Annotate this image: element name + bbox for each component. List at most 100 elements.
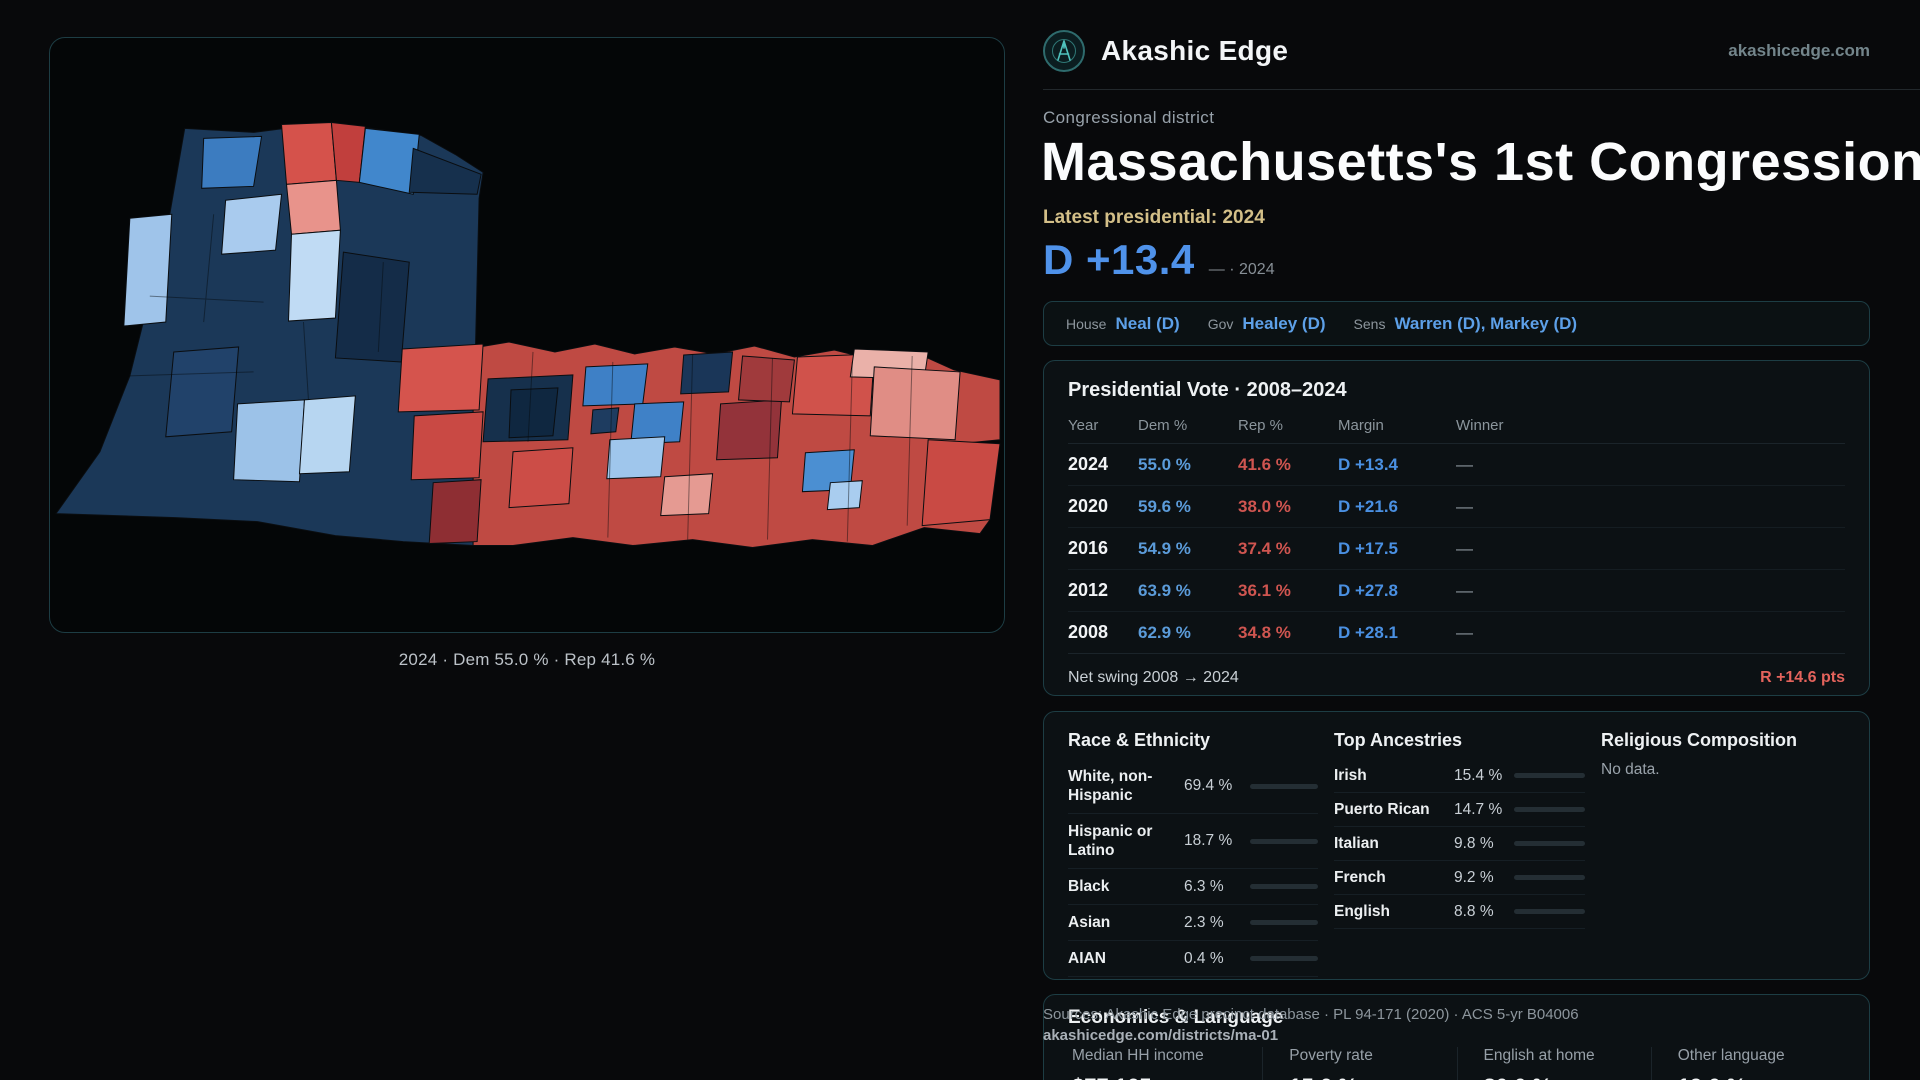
vote-row: 2008 62.9 % 34.8 % D +28.1 — — [1068, 612, 1845, 654]
section-title: Religious Composition — [1601, 730, 1797, 750]
official-gov: Gov Healey (D) — [1208, 314, 1326, 334]
vote-rep: 34.8 % — [1238, 622, 1291, 642]
demographics-panel: Race & Ethnicity White, non-Hispanic 69.… — [1043, 711, 1870, 980]
precinct-map[interactable] — [54, 122, 1002, 548]
race-row: Black 6.3 % — [1068, 869, 1318, 905]
map-caption: 2024 · Dem 55.0 % · Rep 41.6 % — [398, 650, 656, 669]
ancestry-row: Italian 9.8 % — [1334, 827, 1585, 861]
vote-year: 2016 — [1068, 538, 1109, 558]
latest-presidential-label: Latest presidential: 2024 — [1043, 207, 1265, 228]
ancestry-value: 15.4 % — [1454, 766, 1503, 784]
vote-dem: 63.9 % — [1138, 580, 1191, 600]
vote-margin: D +21.6 — [1338, 496, 1399, 516]
stat-value: 15.6 % — [1289, 1074, 1456, 1080]
ancestry-label: French — [1334, 869, 1386, 886]
brand-name: Akashic Edge — [1101, 35, 1289, 66]
district-map-card — [49, 37, 1005, 633]
stat-value: $77,165 — [1072, 1074, 1262, 1080]
vote-table-header: Year Dem % Rep % Margin Winner — [1068, 402, 1845, 444]
official-name-link[interactable]: Healey (D) — [1242, 313, 1326, 333]
vote-year: 2024 — [1068, 454, 1109, 474]
stat-poverty-rate: Poverty rate 15.6 % — [1262, 1047, 1456, 1080]
stat-label: Poverty rate — [1289, 1047, 1373, 1064]
official-house: House Neal (D) — [1066, 314, 1180, 334]
race-ethnicity-column: Race & Ethnicity White, non-Hispanic 69.… — [1068, 730, 1318, 977]
economics-panel: Economics & Language Median HH income $7… — [1043, 994, 1870, 1080]
headline-margin-note: — · 2024 — [1208, 261, 1275, 278]
stat-label: Median HH income — [1072, 1047, 1204, 1064]
presidential-vote-panel: Presidential Vote · 2008–2024 Year Dem %… — [1043, 360, 1870, 696]
ancestry-label: Puerto Rican — [1334, 801, 1430, 818]
vote-dem: 59.6 % — [1138, 496, 1191, 516]
vote-margin: D +17.5 — [1338, 538, 1399, 558]
vote-rep: 36.1 % — [1238, 580, 1291, 600]
race-value: 0.4 % — [1184, 949, 1224, 967]
ancestry-label: Irish — [1334, 767, 1367, 784]
race-row: Hispanic or Latino 18.7 % — [1068, 814, 1318, 869]
col-rep: Rep % — [1238, 417, 1284, 434]
official-role-label: Gov — [1207, 315, 1234, 332]
officials-bar: House Neal (D) Gov Healey (D) Sens Warre… — [1043, 301, 1870, 346]
section-title: Race & Ethnicity — [1068, 730, 1211, 750]
vote-margin: D +27.8 — [1338, 580, 1399, 600]
akashic-logo-icon — [1043, 30, 1085, 72]
economics-stats: Median HH income $77,165 Poverty rate 15… — [1068, 1047, 1845, 1080]
race-label: AIAN — [1068, 950, 1106, 967]
ancestry-label: Italian — [1334, 835, 1379, 852]
district-kicker: Congressional district — [1043, 108, 1215, 127]
race-label: Hispanic or Latino — [1068, 823, 1153, 859]
vote-row: 2024 55.0 % 41.6 % D +13.4 — — [1068, 444, 1845, 486]
race-row: AIAN 0.4 % — [1068, 941, 1318, 977]
vote-year: 2020 — [1068, 496, 1109, 516]
vote-margin: D +28.1 — [1338, 622, 1399, 642]
ancestry-bar — [1514, 841, 1585, 846]
vote-winner: — — [1456, 454, 1473, 474]
vote-year: 2008 — [1068, 622, 1109, 642]
ancestry-row: Puerto Rican 14.7 % — [1334, 793, 1585, 827]
ancestry-row: Irish 15.4 % — [1334, 759, 1585, 793]
race-bar — [1250, 838, 1318, 844]
headline-margin-block: D +13.4 — · 2024 — [1043, 236, 1275, 284]
vote-rep: 41.6 % — [1238, 454, 1291, 474]
net-swing-row: Net swing 2008 → 2024 R +14.6 pts — [1068, 654, 1845, 702]
brand-domain-link[interactable]: akashicedge.com — [1728, 41, 1870, 60]
ancestry-value: 14.7 % — [1454, 800, 1503, 818]
ancestry-bar — [1514, 773, 1585, 778]
section-title: Top Ancestries — [1334, 730, 1463, 750]
race-label: Black — [1068, 878, 1110, 895]
permalink-link[interactable]: akashicedge.com/districts/ma-01 — [1043, 1027, 1279, 1044]
stat-label: Other language — [1677, 1047, 1785, 1064]
col-margin: Margin — [1338, 417, 1384, 434]
official-name-link[interactable]: Warren (D), Markey (D) — [1394, 313, 1578, 333]
ancestry-label: English — [1334, 903, 1390, 920]
vote-row: 2020 59.6 % 38.0 % D +21.6 — — [1068, 486, 1845, 528]
stat-value: 19.0 % — [1678, 1074, 1845, 1080]
vote-dem: 54.9 % — [1138, 538, 1191, 558]
ancestries-column: Top Ancestries Irish 15.4 % Puerto Rican… — [1334, 730, 1585, 977]
ancestry-row: English 8.8 % — [1334, 895, 1585, 929]
net-swing-label: Net swing 2008 → 2024 — [1068, 669, 1239, 686]
stat-english-home: English at home 80.0 % — [1456, 1047, 1651, 1080]
ancestry-bar — [1514, 875, 1585, 880]
race-bar — [1250, 920, 1318, 925]
vote-rep: 38.0 % — [1238, 496, 1291, 516]
brand-header: Akashic Edge akashicedge.com — [1043, 26, 1870, 76]
ancestry-bar — [1514, 807, 1585, 812]
vote-row: 2012 63.9 % 36.1 % D +27.8 — — [1068, 570, 1845, 612]
race-row: White, non-Hispanic 69.4 % — [1068, 759, 1318, 814]
col-winner: Winner — [1456, 417, 1504, 434]
stat-label: English at home — [1483, 1047, 1595, 1064]
ancestry-bar — [1514, 909, 1585, 914]
header-divider — [1043, 89, 1920, 90]
net-swing-value: R +14.6 pts — [1760, 669, 1845, 686]
official-sens: Sens Warren (D), Markey (D) — [1354, 314, 1578, 334]
vote-winner: — — [1456, 580, 1473, 600]
ancestry-value: 9.2 % — [1454, 868, 1494, 886]
col-dem: Dem % — [1138, 417, 1188, 434]
official-name-link[interactable]: Neal (D) — [1115, 313, 1180, 333]
race-row: Asian 2.3 % — [1068, 905, 1318, 941]
panel-title: Economics & Language — [1068, 1007, 1284, 1028]
headline-margin-value: D +13.4 — [1043, 236, 1195, 283]
col-year: Year — [1068, 417, 1099, 434]
ancestry-value: 9.8 % — [1454, 834, 1494, 852]
